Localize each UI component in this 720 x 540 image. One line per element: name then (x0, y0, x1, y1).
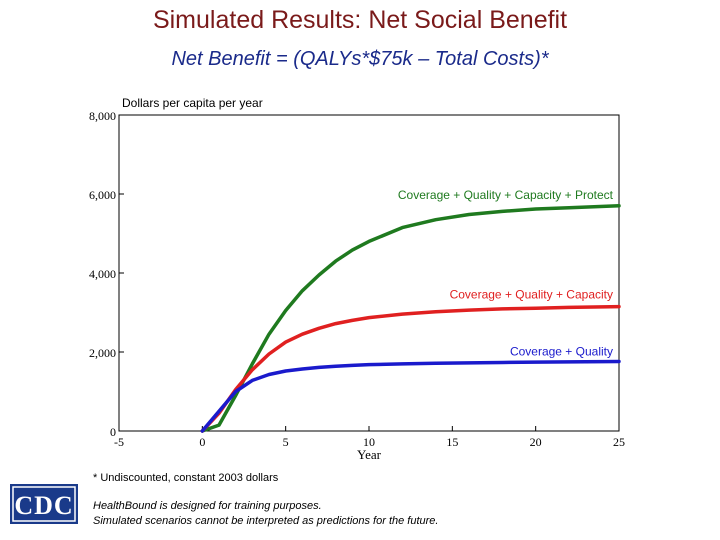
y-tick-label: 6,000 (89, 188, 116, 202)
series-line-3 (200, 359, 621, 433)
y-tick-label: 2,000 (89, 346, 116, 360)
cdc-logo-text: CDC (14, 491, 73, 520)
series-label-3: Coverage + Quality (510, 344, 613, 358)
y-axis-label: Dollars per capita per year (122, 96, 263, 110)
x-tick-label: 5 (283, 435, 289, 449)
plot-frame (118, 114, 620, 432)
y-tick-label: 8,000 (89, 109, 116, 123)
x-tick-label: 25 (613, 435, 625, 449)
page-subtitle: Net Benefit = (QALYs*$75k – Total Costs)… (171, 48, 549, 70)
x-axis-label: Year (357, 447, 382, 462)
x-tick-label: 20 (530, 435, 542, 449)
y-tick-label: 4,000 (89, 267, 116, 281)
series-label-2: Coverage + Quality + Capacity (450, 288, 613, 302)
cdc-logo: CDC (10, 484, 78, 524)
x-tick-label: 15 (446, 435, 458, 449)
disclaimer: HealthBound is designed for training pur… (93, 499, 438, 529)
x-tick-label: -5 (114, 435, 124, 449)
disclaimer-line-2: Simulated scenarios cannot be interprete… (93, 515, 439, 527)
page-title: Simulated Results: Net Social Benefit (152, 6, 568, 34)
x-tick-label: 10 (363, 435, 375, 449)
series-label-1: Coverage + Quality + Capacity + Protect (398, 188, 614, 202)
x-tick-label: 0 (199, 435, 205, 449)
y-tick-label: 0 (110, 425, 116, 439)
series-line-2 (200, 304, 621, 433)
footnote: * Undiscounted, constant 2003 dollars (93, 472, 279, 484)
disclaimer-line-1: HealthBound is designed for training pur… (93, 500, 322, 512)
series-line-1 (200, 204, 621, 433)
